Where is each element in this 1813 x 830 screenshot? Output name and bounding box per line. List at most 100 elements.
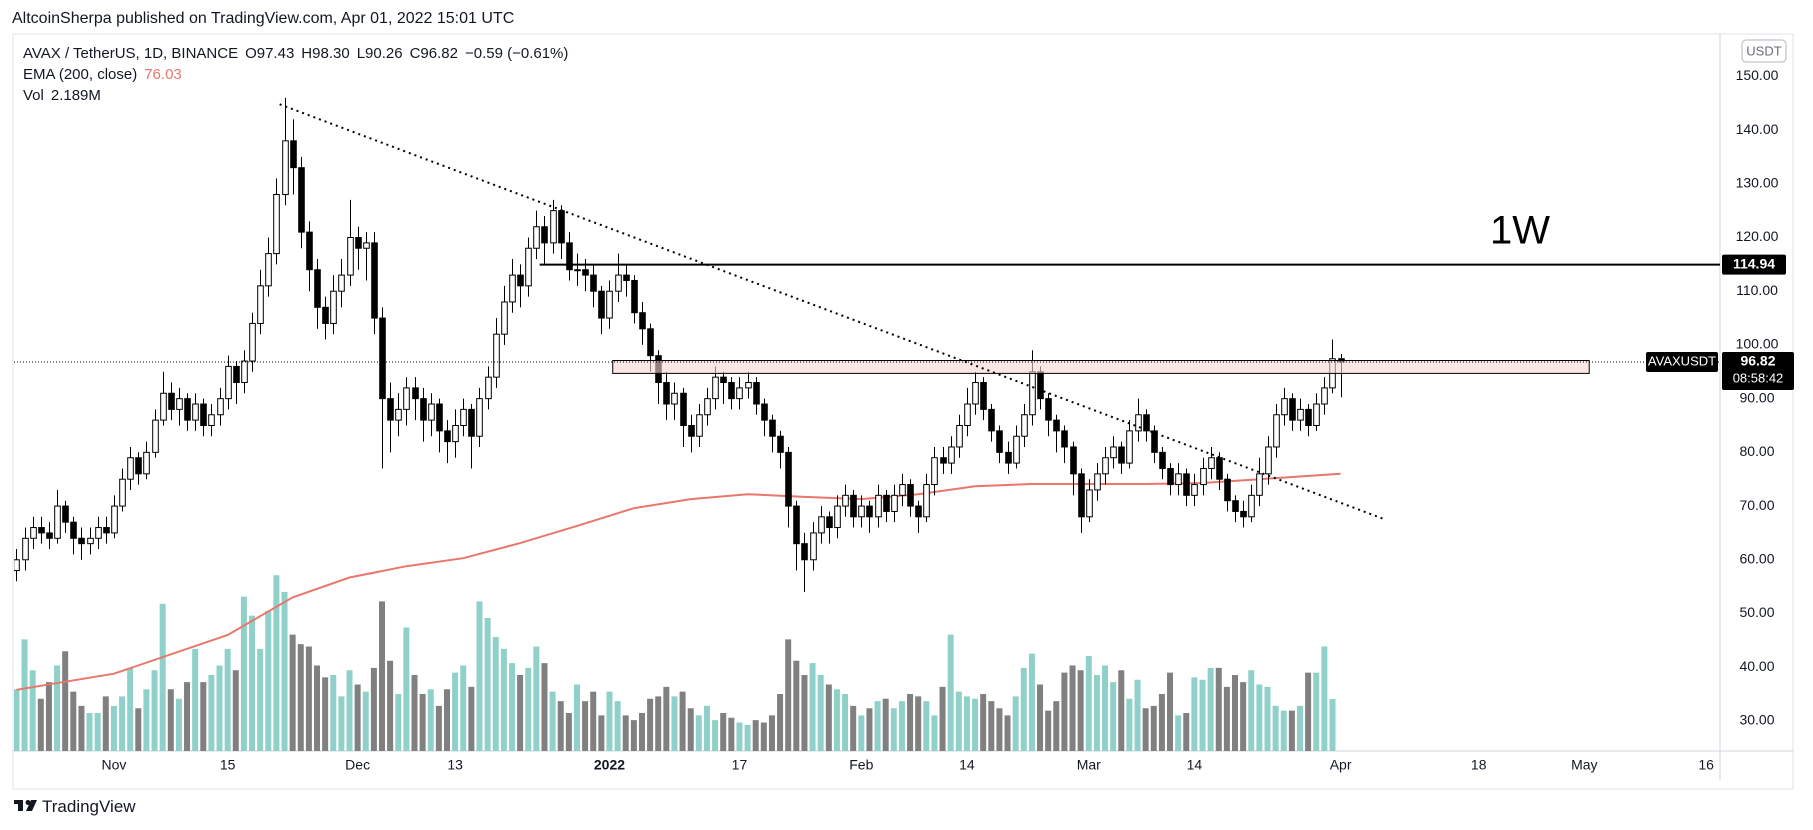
candle-body [948,446,955,464]
candle-body [907,484,914,507]
candle-body [460,408,467,426]
volume-bar [484,618,491,751]
volume-bar [752,720,759,751]
volume-bar [1264,686,1271,751]
volume-bar [939,686,946,751]
candle-body [1175,473,1182,486]
candle-body [1183,473,1190,496]
candle-body [785,451,792,507]
volume-bar [850,705,857,751]
candle-body [1078,473,1085,518]
volume-bar [443,689,450,751]
volume-bar [435,705,442,751]
volume-bar [346,670,353,751]
tv-logo [14,800,37,811]
volume-bar [362,691,369,751]
volume-bar [663,686,670,751]
volume-bar [249,615,256,751]
candle-body [298,167,305,233]
currency: USDT [1746,43,1781,58]
candle-body [1013,435,1020,464]
level-label-box [1722,254,1786,275]
volume-bar [14,689,20,751]
candle-body [850,494,857,518]
volume-bar [720,713,727,751]
volume-bar [712,720,719,751]
x-tick-label: 15 [220,757,236,773]
volume-bar [1045,710,1052,751]
candle-body [1126,430,1133,464]
symbol: AVAX / TetherUS, 1D, BINANCE [23,45,239,62]
volume-bar [492,637,499,751]
volume-bar [679,691,686,751]
volume-bar [598,715,605,751]
volume-bar [801,675,808,751]
candle-body [745,382,752,389]
volume-bar [695,715,702,751]
candle-body [793,505,800,545]
candle-body [1151,430,1158,453]
volume-bar [1085,656,1092,751]
candle-body [631,279,638,314]
volume-bar [468,686,475,751]
candle-body [550,210,557,244]
volume-bar [768,715,775,751]
candle-body [1061,430,1068,448]
candle-body [95,527,102,539]
volume-bar [159,603,166,751]
y-tick-label: 60.00 [1739,550,1774,566]
volume-bar [54,665,61,751]
candle-body [38,527,45,534]
candle-body [1037,371,1044,400]
candle-body [387,398,394,421]
candle-body [241,360,248,384]
volume-bar [70,691,77,751]
volume-bar [517,675,524,751]
ohlc-value: 97.43 [256,45,295,62]
candle-body [858,505,865,518]
vol-name: Vol [23,87,44,104]
candle-body [866,505,873,518]
candle-body [420,398,427,421]
volume-bar [915,696,922,751]
candle-body [46,532,53,539]
candle-body [728,382,735,400]
volume-bar [102,696,109,751]
candle-body [1297,408,1304,421]
volume-bar [687,708,694,751]
ohlc-item: H98.30 [301,43,349,64]
candle-body [1289,398,1296,421]
candle-body [314,269,321,308]
volume-bar [265,610,272,751]
y-tick-label: 40.00 [1739,658,1774,674]
volume-bar [541,663,548,751]
volume-bar [1223,686,1230,751]
volume-bar [94,713,101,751]
footer-brand: TradingView [42,797,136,816]
volume-bar [305,646,312,751]
candle-body [168,392,175,410]
candle-body [233,365,240,384]
candle-body [208,414,215,426]
volume-bar [151,670,158,751]
plot-area [14,97,1720,751]
candle-body [826,516,833,529]
y-tick-label: 120.00 [1736,228,1779,244]
candle-body [623,274,630,281]
volume-bar [972,698,979,751]
volume-bar [29,670,36,751]
candle-body [143,451,150,475]
candle-body [355,236,362,249]
candle-body [119,478,126,507]
candle-body [541,226,548,244]
volume-bar [192,648,199,751]
candle-body [1232,500,1239,512]
candle-body [566,242,573,271]
volume-bar [931,715,938,751]
candle-body [1143,414,1150,432]
volume-bar [175,698,182,751]
volume-bar [647,698,654,751]
volume-bar [760,722,767,751]
volume-bar [330,675,337,751]
